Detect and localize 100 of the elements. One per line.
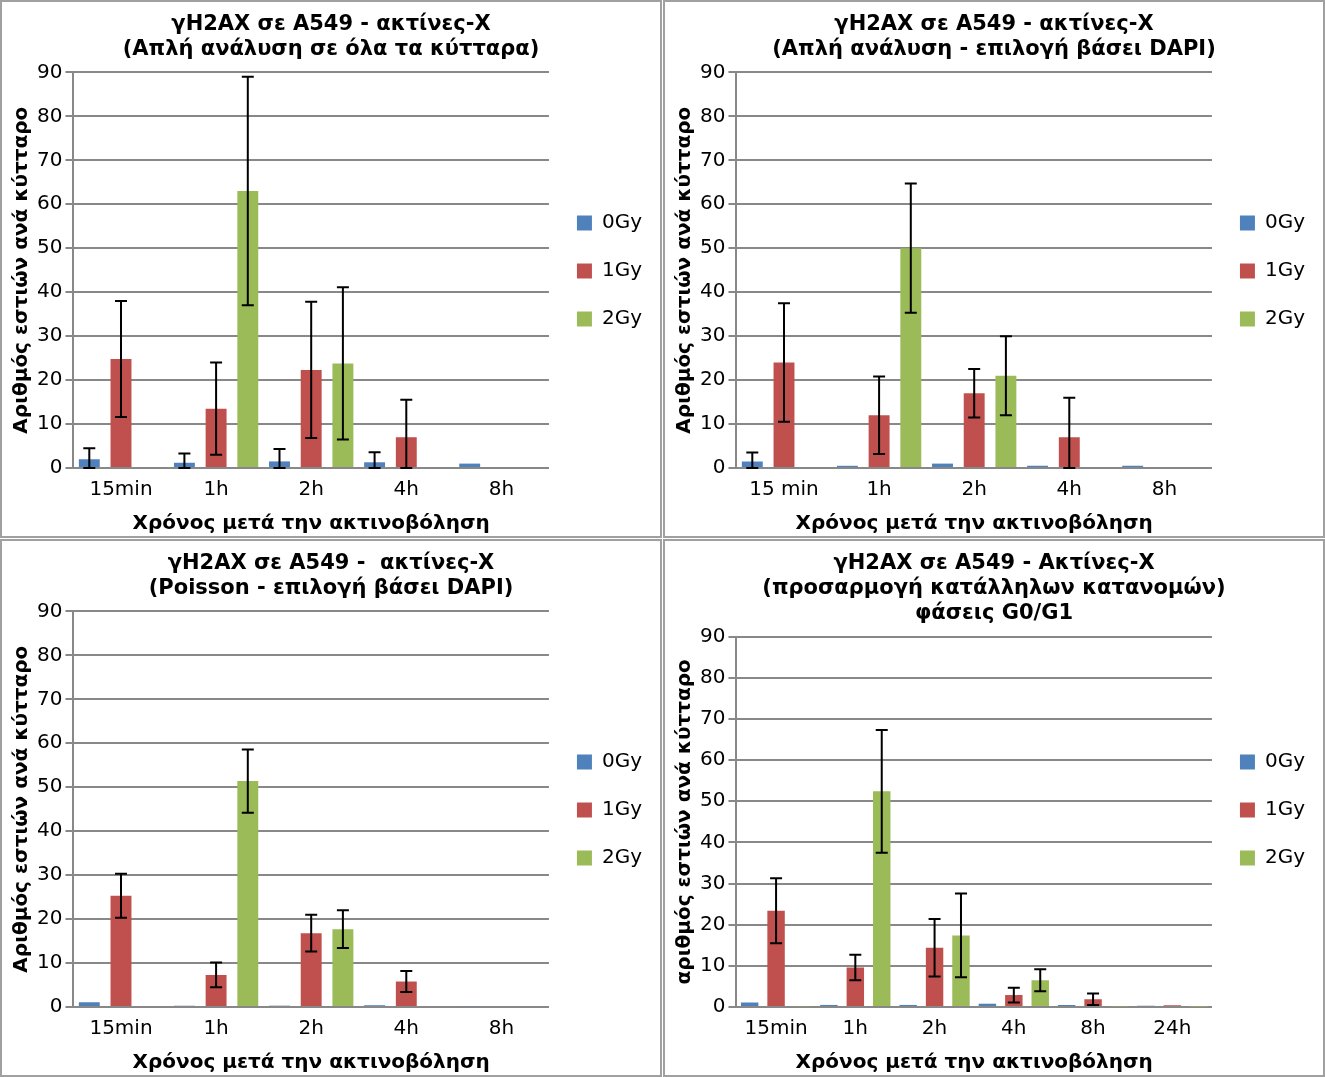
legend-label: 1Gy xyxy=(601,796,643,821)
bar xyxy=(332,363,354,467)
x-axis-title: Χρόνος μετά την ακτινοβόληση xyxy=(132,510,490,535)
text: φάσεις G0/G1 xyxy=(914,600,1074,625)
x-tick-label: 8h xyxy=(1151,476,1178,501)
x-tick-label: 1h xyxy=(842,1015,869,1040)
y-tick-label: 90 xyxy=(700,622,726,647)
x-tick-label: 4h xyxy=(393,1015,419,1040)
y-tick-label: 0 xyxy=(49,993,63,1018)
legend-label: 0Gy xyxy=(601,748,643,773)
y-tick-label: 0 xyxy=(49,454,63,479)
legend-label: 1Gy xyxy=(601,257,643,282)
x-tick-label: 1h xyxy=(203,476,229,501)
x-tick-label: 2h xyxy=(298,1015,324,1040)
y-tick-label: 70 xyxy=(700,705,726,730)
x-tick-label: 2h xyxy=(961,476,987,501)
y-tick-label: 30 xyxy=(700,869,726,894)
y-tick-label: 10 xyxy=(700,410,726,435)
bar xyxy=(767,910,785,1006)
y-tick-label: 70 xyxy=(700,146,726,171)
text: (προσαρμογή κατάλληλων κατανομών) xyxy=(762,575,1226,600)
legend-label: 0Gy xyxy=(1264,209,1306,234)
legend-label: 1Gy xyxy=(1264,257,1306,282)
bar xyxy=(205,408,227,467)
y-tick-label: 60 xyxy=(700,746,726,771)
legend-label: 2Gy xyxy=(1264,844,1306,869)
x-tick-label: 15min xyxy=(744,1015,808,1040)
text: γH2AX σε A549 - ακτίνες-X xyxy=(834,11,1154,36)
bar xyxy=(364,462,386,467)
y-axis-title: Αριθμός εστιών ανά κύτταρο xyxy=(8,106,33,434)
x-tick-label: 8h xyxy=(488,476,515,501)
x-tick-label: 15min xyxy=(89,1015,153,1040)
bar xyxy=(332,929,354,1006)
legend-label: 1Gy xyxy=(1264,796,1306,821)
bar xyxy=(1058,437,1080,467)
text: γH2AX σε A549 - ακτίνες-X xyxy=(167,550,495,575)
y-tick-label: 50 xyxy=(700,234,726,259)
bar xyxy=(846,967,865,1006)
bar xyxy=(395,437,417,467)
legend-label: 2Gy xyxy=(1264,305,1306,330)
y-tick-label: 50 xyxy=(700,787,726,812)
x-tick-label: 1h xyxy=(203,1015,229,1040)
bar xyxy=(963,393,985,467)
bar xyxy=(952,935,970,1006)
bar xyxy=(995,375,1017,467)
legend-label: 2Gy xyxy=(601,844,643,869)
legend-label: 2Gy xyxy=(601,305,643,330)
text: (Απλή ανάλυση - επιλογή βάσει DAPI) xyxy=(772,36,1216,61)
y-tick-label: 60 xyxy=(37,729,63,754)
x-tick-label: 1h xyxy=(866,476,892,501)
bar xyxy=(741,461,763,467)
legend-label: 0Gy xyxy=(1264,748,1306,773)
y-tick-label: 60 xyxy=(37,190,63,215)
bar xyxy=(110,895,132,1006)
x-tick-label: 15 min xyxy=(749,476,819,501)
bar xyxy=(78,459,100,467)
text: γH2AX σε A549 - Ακτίνες-X xyxy=(833,550,1155,575)
y-tick-label: 40 xyxy=(700,278,726,303)
text: γH2AX σε A549 - ακτίνες-X xyxy=(171,11,491,36)
y-tick-label: 40 xyxy=(700,828,726,853)
bar xyxy=(900,248,922,467)
x-tick-label: 8h xyxy=(1080,1015,1106,1040)
bar xyxy=(205,974,227,1006)
x-tick-label: 24h xyxy=(1153,1015,1192,1040)
y-tick-label: 80 xyxy=(37,102,63,127)
y-tick-label: 30 xyxy=(37,861,63,886)
x-tick-label: 4h xyxy=(393,476,419,501)
bar xyxy=(873,791,891,1006)
y-tick-label: 30 xyxy=(37,322,63,347)
bar xyxy=(269,461,290,467)
y-tick-label: 70 xyxy=(37,146,63,171)
text: (Απλή ανάλυση σε όλα τα κύτταρα) xyxy=(122,36,540,61)
bar xyxy=(395,981,417,1006)
y-axis-title: Αριθμός εστιών ανά κύτταρο xyxy=(671,106,696,434)
y-tick-label: 10 xyxy=(37,410,63,435)
y-tick-label: 90 xyxy=(700,58,726,83)
x-tick-label: 8h xyxy=(488,1015,515,1040)
text: (Poisson - επιλογή βάσει DAPI) xyxy=(148,575,514,600)
y-tick-label: 20 xyxy=(700,366,726,391)
y-tick-label: 10 xyxy=(37,949,63,974)
y-tick-label: 60 xyxy=(700,190,726,215)
x-axis-title: Χρόνος μετά την ακτινοβόληση xyxy=(795,510,1153,535)
y-tick-label: 20 xyxy=(37,905,63,930)
y-tick-label: 0 xyxy=(712,993,726,1018)
x-tick-label: 4h xyxy=(1056,476,1082,501)
bar xyxy=(78,1002,100,1006)
x-axis-title: Χρόνος μετά την ακτινοβόληση xyxy=(795,1049,1153,1074)
y-tick-label: 90 xyxy=(37,597,63,622)
bar xyxy=(237,781,259,1006)
bar xyxy=(740,1002,759,1006)
bar xyxy=(237,191,259,467)
y-tick-label: 20 xyxy=(37,366,63,391)
bar xyxy=(300,369,322,467)
y-tick-label: 50 xyxy=(37,773,63,798)
x-tick-label: 15min xyxy=(89,476,153,501)
y-tick-label: 50 xyxy=(37,234,63,259)
bar xyxy=(300,933,322,1006)
x-tick-label: 4h xyxy=(1001,1015,1027,1040)
y-tick-label: 90 xyxy=(37,58,63,83)
y-tick-label: 0 xyxy=(712,454,726,479)
